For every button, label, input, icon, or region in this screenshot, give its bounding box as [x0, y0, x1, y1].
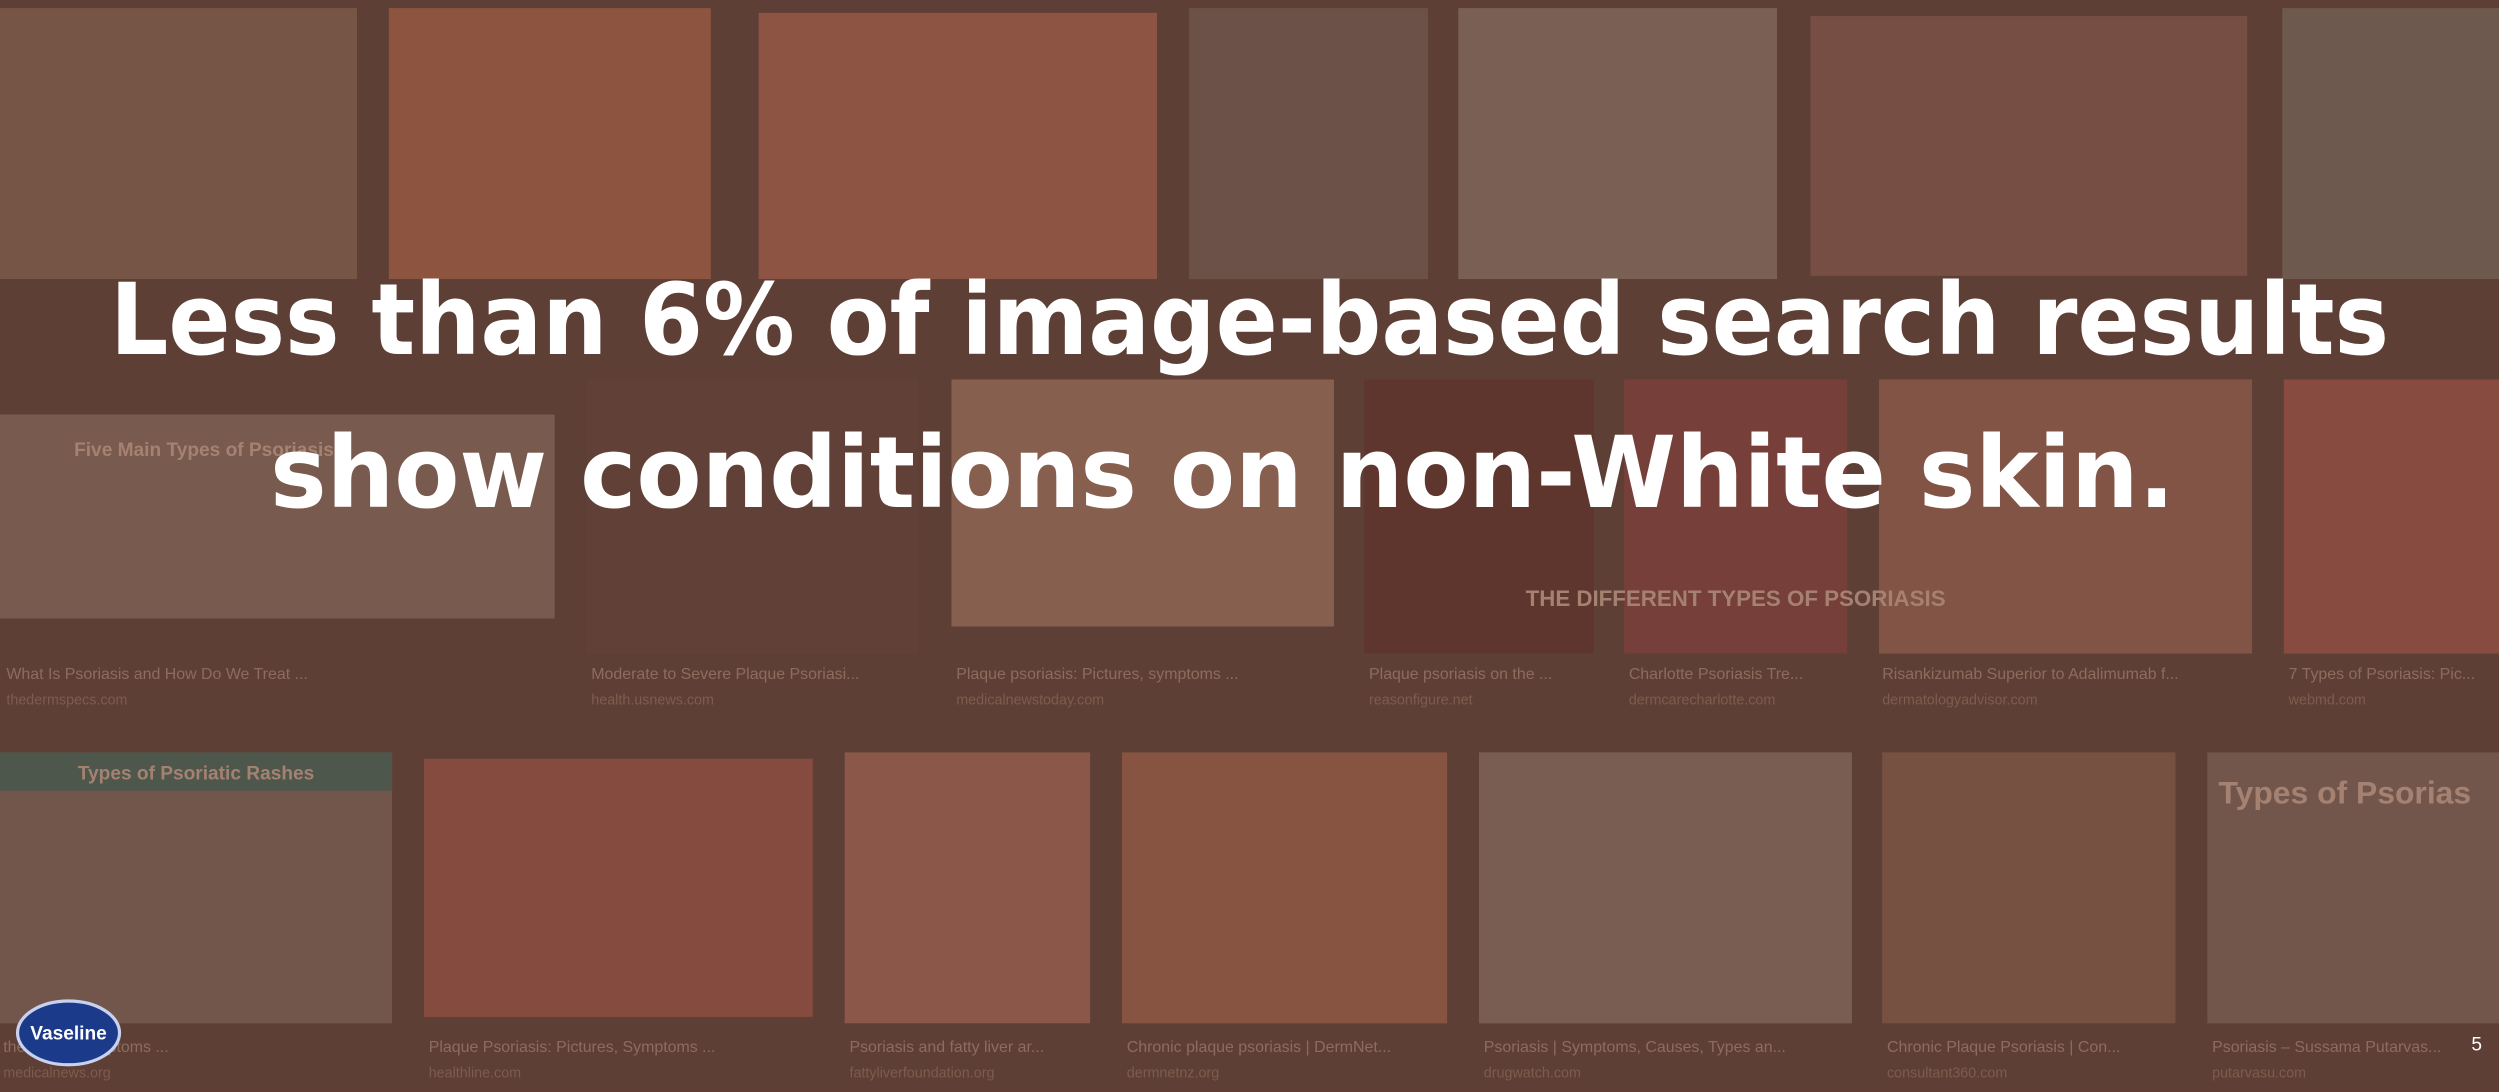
logo: Vaseline: [30, 1023, 107, 1044]
overlay: [0, 0, 2499, 1092]
headline-line: show conditions on non-White skin.: [270, 416, 2175, 531]
page-number: 5: [2471, 1034, 2482, 1055]
headline-line: Less than 6% of image-based search resul…: [110, 263, 2389, 378]
slide: Five Main Types of Psoriasis THE DIFFERE…: [0, 0, 2499, 1092]
